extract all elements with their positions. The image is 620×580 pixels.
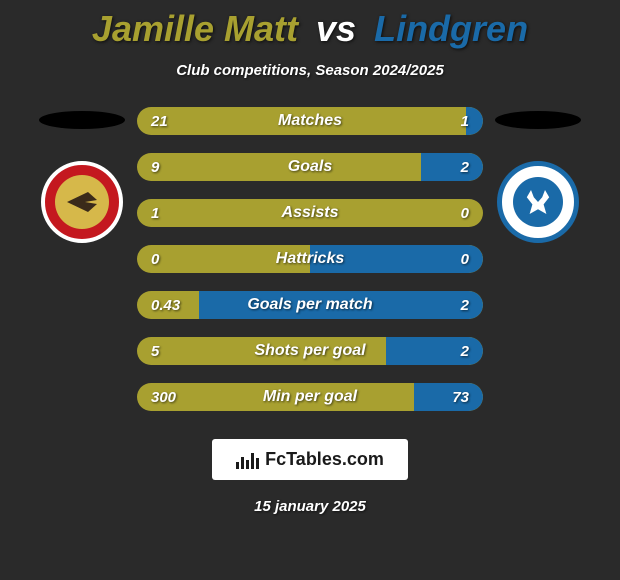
walsall-badge-icon <box>41 161 123 243</box>
brand-logo: FcTables.com <box>212 439 408 480</box>
stat-label: Goals per match <box>247 296 372 314</box>
stat-value-left: 5 <box>151 343 159 360</box>
footer-date: 15 january 2025 <box>254 498 366 515</box>
right-badge-column <box>483 111 593 243</box>
stat-bars: 21 1 Matches 9 2 Goals 1 0 Assists 0 0 Hattricks 0.4… <box>137 107 483 411</box>
swift-bird-icon <box>67 192 97 212</box>
stat-label: Matches <box>278 112 342 130</box>
shadow-ellipse-icon <box>39 111 125 129</box>
stat-bar: 0.43 2 Goals per match <box>137 291 483 319</box>
player2-name: Lindgren <box>374 8 528 49</box>
stat-value-right: 0 <box>461 205 469 222</box>
stat-value-left: 21 <box>151 113 168 130</box>
vs-text: vs <box>316 8 356 49</box>
stat-value-left: 9 <box>151 159 159 176</box>
stat-bar: 21 1 Matches <box>137 107 483 135</box>
stat-bar: 1 0 Assists <box>137 199 483 227</box>
peterborough-badge-inner <box>513 177 563 227</box>
stat-label: Min per goal <box>263 388 357 406</box>
stat-value-right: 0 <box>461 251 469 268</box>
stat-label: Assists <box>282 204 339 222</box>
stat-value-right: 73 <box>452 389 469 406</box>
stat-value-right: 2 <box>461 159 469 176</box>
stat-bar: 5 2 Shots per goal <box>137 337 483 365</box>
stat-value-right: 1 <box>461 113 469 130</box>
stat-bar: 300 73 Min per goal <box>137 383 483 411</box>
left-badge-column <box>27 111 137 243</box>
stat-bar: 9 2 Goals <box>137 153 483 181</box>
stat-value-left: 1 <box>151 205 159 222</box>
stat-label: Shots per goal <box>254 342 365 360</box>
stat-value-right: 2 <box>461 343 469 360</box>
stat-value-right: 2 <box>461 297 469 314</box>
stat-bar-right-fill <box>421 153 483 181</box>
stat-label: Hattricks <box>276 250 344 268</box>
shadow-ellipse-icon <box>495 111 581 129</box>
deer-icon <box>524 190 552 214</box>
main-row: 21 1 Matches 9 2 Goals 1 0 Assists 0 0 Hattricks 0.4… <box>0 107 620 411</box>
brand-text: FcTables.com <box>265 449 384 470</box>
peterborough-badge-icon <box>497 161 579 243</box>
stat-label: Goals <box>288 158 332 176</box>
page-title: Jamille Matt vs Lindgren <box>92 8 528 50</box>
stat-value-left: 0 <box>151 251 159 268</box>
stat-bar-right-fill <box>414 383 483 411</box>
stat-value-left: 300 <box>151 389 176 406</box>
comparison-card: Jamille Matt vs Lindgren Club competitio… <box>0 0 620 580</box>
stat-value-left: 0.43 <box>151 297 180 314</box>
subtitle: Club competitions, Season 2024/2025 <box>176 62 444 79</box>
walsall-badge-inner <box>55 175 109 229</box>
stat-bar: 0 0 Hattricks <box>137 245 483 273</box>
bars-chart-icon <box>236 451 259 469</box>
player1-name: Jamille Matt <box>92 8 298 49</box>
